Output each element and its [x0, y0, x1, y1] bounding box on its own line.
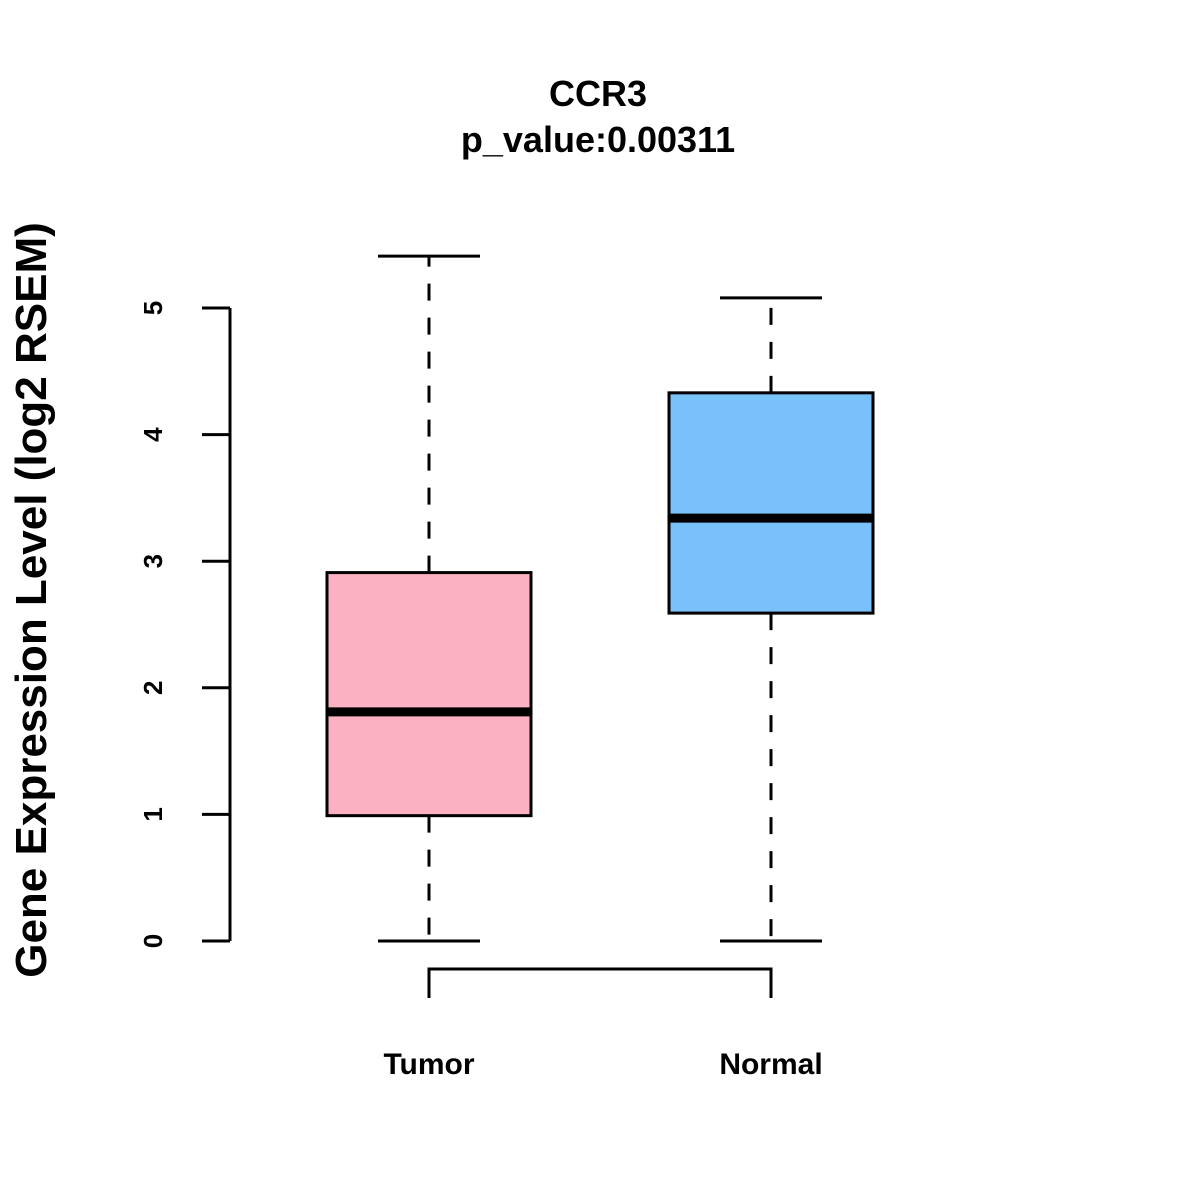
y-tick-label: 2 [138, 681, 168, 695]
box-normal [667, 391, 875, 615]
comparison-bracket [427, 967, 773, 998]
box-tumor [325, 571, 533, 818]
y-tick-label: 3 [138, 554, 168, 568]
box-group-normal: Normal [667, 296, 875, 1081]
y-tick-label: 4 [138, 427, 168, 442]
boxes: Tumor Normal [325, 254, 875, 1081]
y-tick-label: 0 [138, 934, 168, 948]
y-axis-label: Gene Expression Level (log2 RSEM) [7, 222, 56, 978]
box-group-tumor: Tumor [325, 254, 533, 1081]
y-tick-label: 1 [138, 807, 168, 821]
y-axis: 0 1 2 3 4 5 [138, 301, 232, 948]
bracket-line [427, 967, 773, 998]
y-tick-label: 5 [138, 301, 168, 315]
x-tick-label: Tumor [383, 1048, 474, 1081]
chart-subtitle: p_value:0.00311 [461, 119, 735, 160]
x-tick-label: Normal [719, 1048, 822, 1081]
chart-title: CCR3 [549, 73, 647, 114]
